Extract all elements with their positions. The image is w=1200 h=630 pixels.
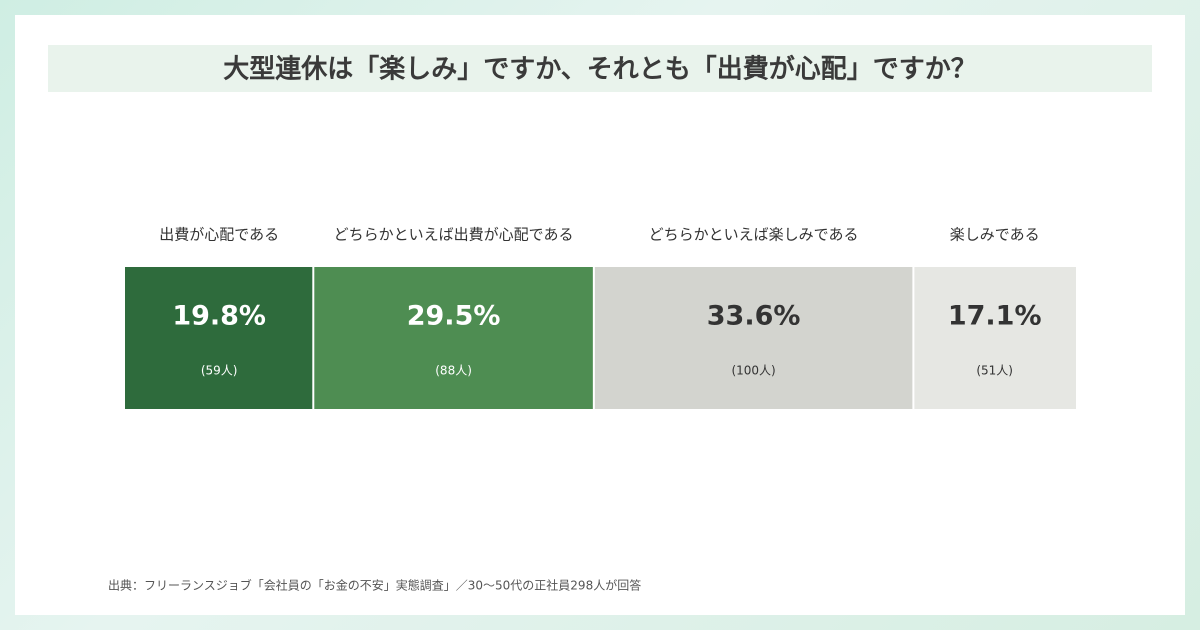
count-label: (51人)	[976, 364, 1013, 378]
count-label: (100人)	[731, 364, 775, 378]
count-label: (59人)	[201, 364, 238, 378]
bar-segment	[914, 267, 1076, 409]
value-label: 33.6%	[707, 301, 801, 332]
value-label: 17.1%	[948, 301, 1042, 332]
title-band	[48, 45, 1152, 92]
source: 出典：フリーランスジョブ「会社員の「お金の不安」実態調査」／30〜50代の正社員…	[108, 578, 641, 593]
bar-segment	[125, 267, 313, 409]
value-label: 19.8%	[172, 301, 266, 332]
category-label: 出費が心配である	[159, 226, 279, 244]
chart-title: 大型連休は「楽しみ」ですか、それとも「出費が心配」ですか？	[223, 54, 976, 85]
category-label: 楽しみである	[950, 226, 1040, 244]
count-label: (88人)	[435, 364, 472, 378]
bar-segment	[314, 267, 593, 409]
bar-segment	[594, 267, 913, 409]
value-label: 29.5%	[407, 301, 501, 332]
category-label: どちらかといえば楽しみである	[649, 226, 859, 244]
category-label: どちらかといえば出費が心配である	[334, 226, 574, 244]
